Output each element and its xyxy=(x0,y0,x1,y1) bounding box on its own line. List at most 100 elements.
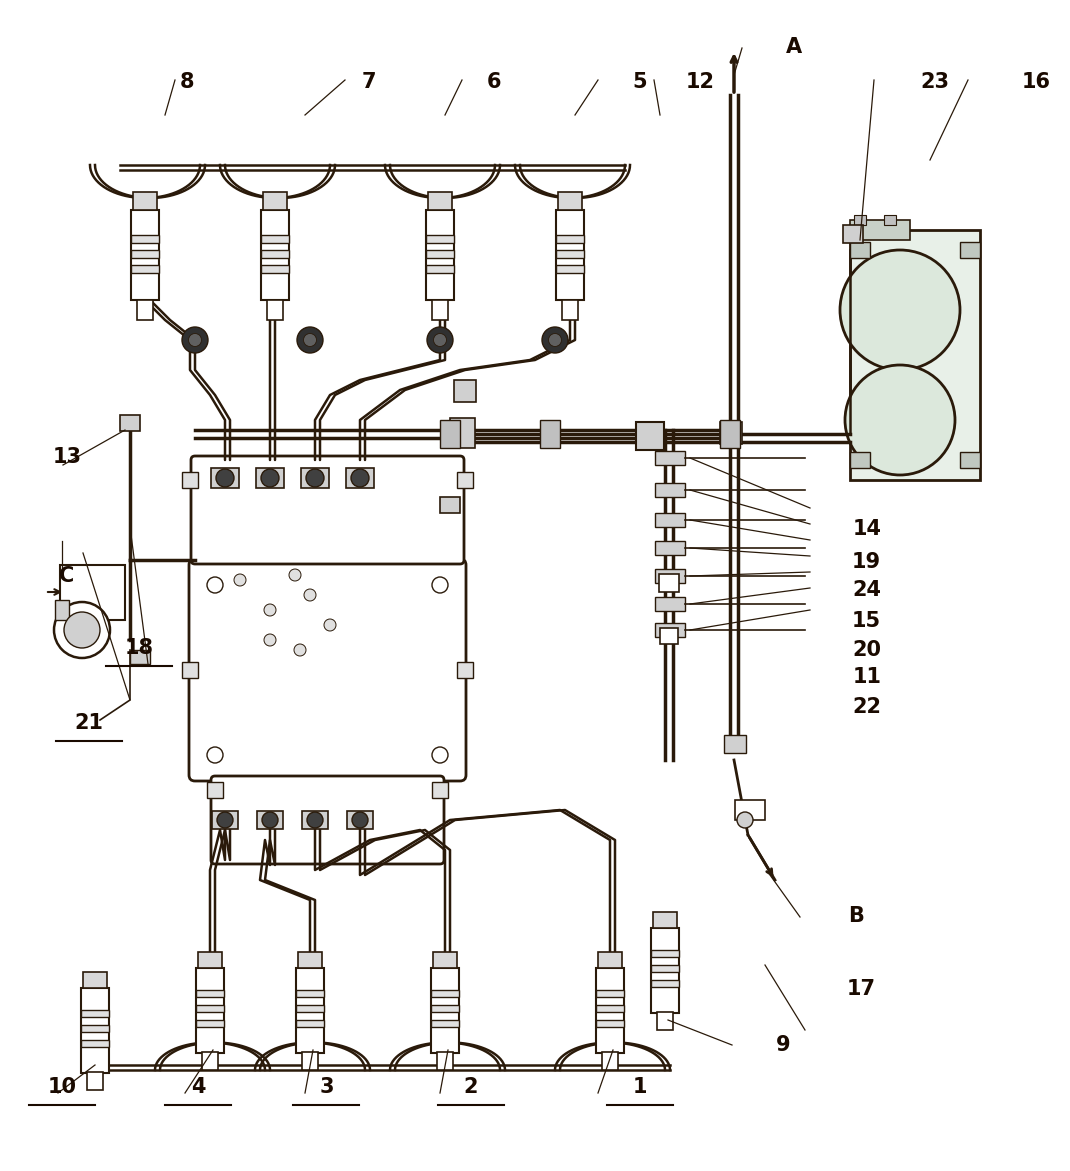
Text: 13: 13 xyxy=(52,446,82,467)
Bar xyxy=(302,812,328,829)
Text: 7: 7 xyxy=(362,71,377,93)
Bar xyxy=(120,415,140,431)
Bar xyxy=(296,1005,324,1012)
Bar xyxy=(651,965,679,972)
Bar xyxy=(735,800,765,820)
Bar xyxy=(850,242,870,258)
Bar xyxy=(257,812,282,829)
Bar xyxy=(655,482,685,497)
Circle shape xyxy=(264,604,276,616)
Text: 8: 8 xyxy=(180,71,195,93)
Bar xyxy=(212,812,238,829)
Bar xyxy=(960,242,980,258)
Circle shape xyxy=(207,747,223,763)
Text: 19: 19 xyxy=(852,552,882,573)
Bar xyxy=(87,1071,103,1090)
Bar xyxy=(653,912,677,927)
Bar xyxy=(268,300,282,320)
Circle shape xyxy=(216,470,234,487)
Bar xyxy=(261,210,289,300)
Bar xyxy=(659,574,679,593)
Bar xyxy=(724,735,746,753)
Bar xyxy=(133,192,157,210)
Bar xyxy=(596,989,624,997)
Text: 18: 18 xyxy=(124,637,154,658)
Circle shape xyxy=(207,577,223,593)
Bar xyxy=(655,623,685,637)
Bar xyxy=(457,472,473,488)
Bar xyxy=(196,968,224,1053)
Bar xyxy=(131,235,159,244)
Text: 24: 24 xyxy=(852,580,882,601)
Bar xyxy=(261,265,289,273)
Bar xyxy=(299,952,322,968)
Bar xyxy=(651,980,679,987)
Bar xyxy=(207,782,223,797)
Circle shape xyxy=(737,812,753,828)
Circle shape xyxy=(304,589,316,601)
Bar xyxy=(211,468,239,488)
Circle shape xyxy=(432,747,448,763)
Bar xyxy=(301,468,328,488)
Bar xyxy=(655,451,685,465)
Bar xyxy=(431,1020,459,1027)
Bar xyxy=(261,235,289,244)
Bar xyxy=(198,952,221,968)
Text: B: B xyxy=(849,905,863,926)
Text: 1: 1 xyxy=(632,1076,647,1097)
Bar xyxy=(182,662,198,678)
Bar xyxy=(256,468,284,488)
Text: 9: 9 xyxy=(776,1034,791,1055)
Circle shape xyxy=(432,577,448,593)
Bar xyxy=(655,569,685,583)
Bar xyxy=(720,420,740,448)
Circle shape xyxy=(307,812,323,828)
Bar xyxy=(296,968,324,1053)
Circle shape xyxy=(234,574,246,586)
Circle shape xyxy=(304,334,317,347)
Circle shape xyxy=(351,470,369,487)
Text: 20: 20 xyxy=(852,639,882,660)
FancyBboxPatch shape xyxy=(211,776,444,864)
Circle shape xyxy=(182,327,208,352)
Bar xyxy=(433,952,457,968)
Text: 5: 5 xyxy=(632,71,647,93)
Bar xyxy=(850,220,910,240)
Text: 17: 17 xyxy=(846,979,876,1000)
Circle shape xyxy=(264,634,276,646)
Text: C: C xyxy=(59,566,74,587)
Bar xyxy=(457,662,473,678)
Bar xyxy=(450,418,475,448)
Text: 21: 21 xyxy=(74,712,104,733)
Circle shape xyxy=(549,334,562,347)
Bar xyxy=(81,1025,109,1032)
Text: A: A xyxy=(785,36,802,57)
Bar xyxy=(426,249,454,258)
Text: 11: 11 xyxy=(852,666,882,687)
Bar xyxy=(202,1052,218,1070)
Bar xyxy=(440,420,460,448)
Bar xyxy=(431,1005,459,1012)
Bar xyxy=(556,249,584,258)
Bar xyxy=(437,1052,453,1070)
Text: 16: 16 xyxy=(1021,71,1051,93)
Bar xyxy=(426,235,454,244)
Bar xyxy=(655,513,685,527)
Circle shape xyxy=(840,249,960,370)
Circle shape xyxy=(54,602,110,658)
Bar xyxy=(651,927,679,1013)
Circle shape xyxy=(188,334,201,347)
Bar xyxy=(81,1011,109,1016)
Bar xyxy=(296,1020,324,1027)
FancyBboxPatch shape xyxy=(192,456,464,564)
Bar xyxy=(850,452,870,468)
Bar xyxy=(596,1020,624,1027)
Bar xyxy=(55,600,68,619)
Bar xyxy=(182,472,198,488)
Circle shape xyxy=(289,569,301,581)
Bar xyxy=(346,468,374,488)
Bar xyxy=(196,1020,224,1027)
Bar xyxy=(557,192,582,210)
Bar xyxy=(556,235,584,244)
Bar xyxy=(454,381,476,402)
